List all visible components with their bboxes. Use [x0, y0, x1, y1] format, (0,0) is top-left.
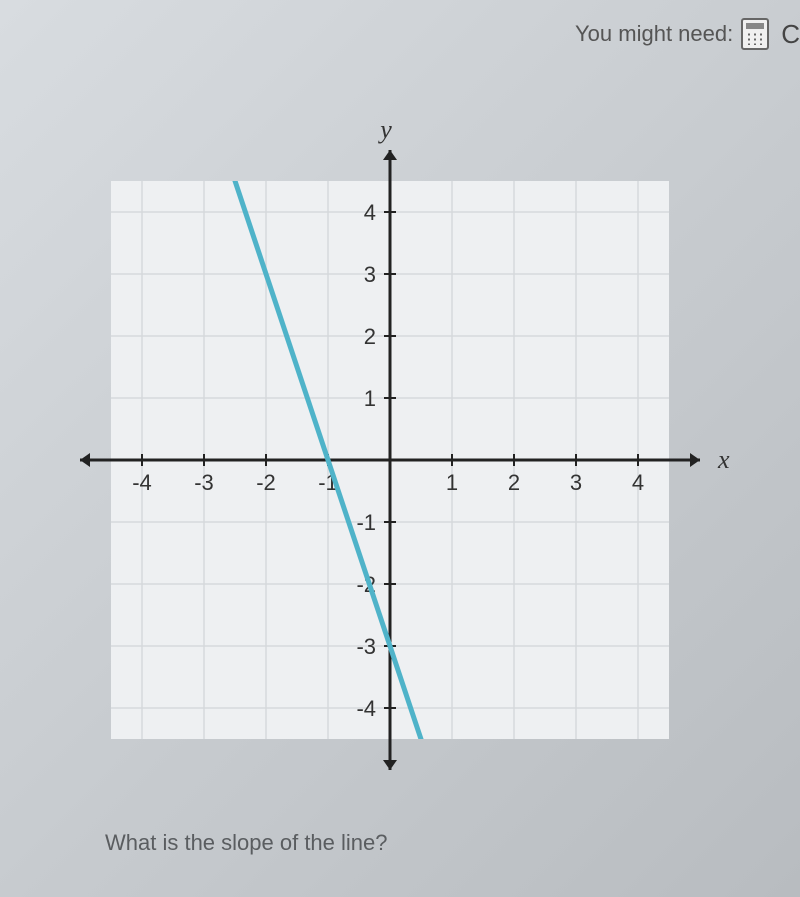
svg-text:1: 1 [364, 386, 376, 411]
svg-text:-4: -4 [356, 696, 376, 721]
svg-text:4: 4 [632, 470, 644, 495]
hint-text: You might need: [575, 21, 733, 47]
svg-text:x: x [717, 445, 730, 474]
svg-text:3: 3 [364, 262, 376, 287]
coordinate-graph: -4-3-2-11234-4-3-2-11234yx [40, 110, 760, 810]
question-text: What is the slope of the line? [105, 830, 388, 856]
svg-text:-3: -3 [356, 634, 376, 659]
svg-text:1: 1 [446, 470, 458, 495]
svg-text:3: 3 [570, 470, 582, 495]
trailing-letter: C [781, 19, 800, 50]
hint-bar: You might need: C [575, 18, 800, 50]
svg-text:2: 2 [508, 470, 520, 495]
svg-text:-1: -1 [356, 510, 376, 535]
svg-text:y: y [377, 115, 392, 144]
svg-text:-2: -2 [256, 470, 276, 495]
svg-text:-3: -3 [194, 470, 214, 495]
svg-text:2: 2 [364, 324, 376, 349]
svg-text:-4: -4 [132, 470, 152, 495]
svg-text:4: 4 [364, 200, 376, 225]
graph-svg: -4-3-2-11234-4-3-2-11234yx [40, 110, 740, 810]
calculator-icon[interactable] [741, 18, 769, 50]
